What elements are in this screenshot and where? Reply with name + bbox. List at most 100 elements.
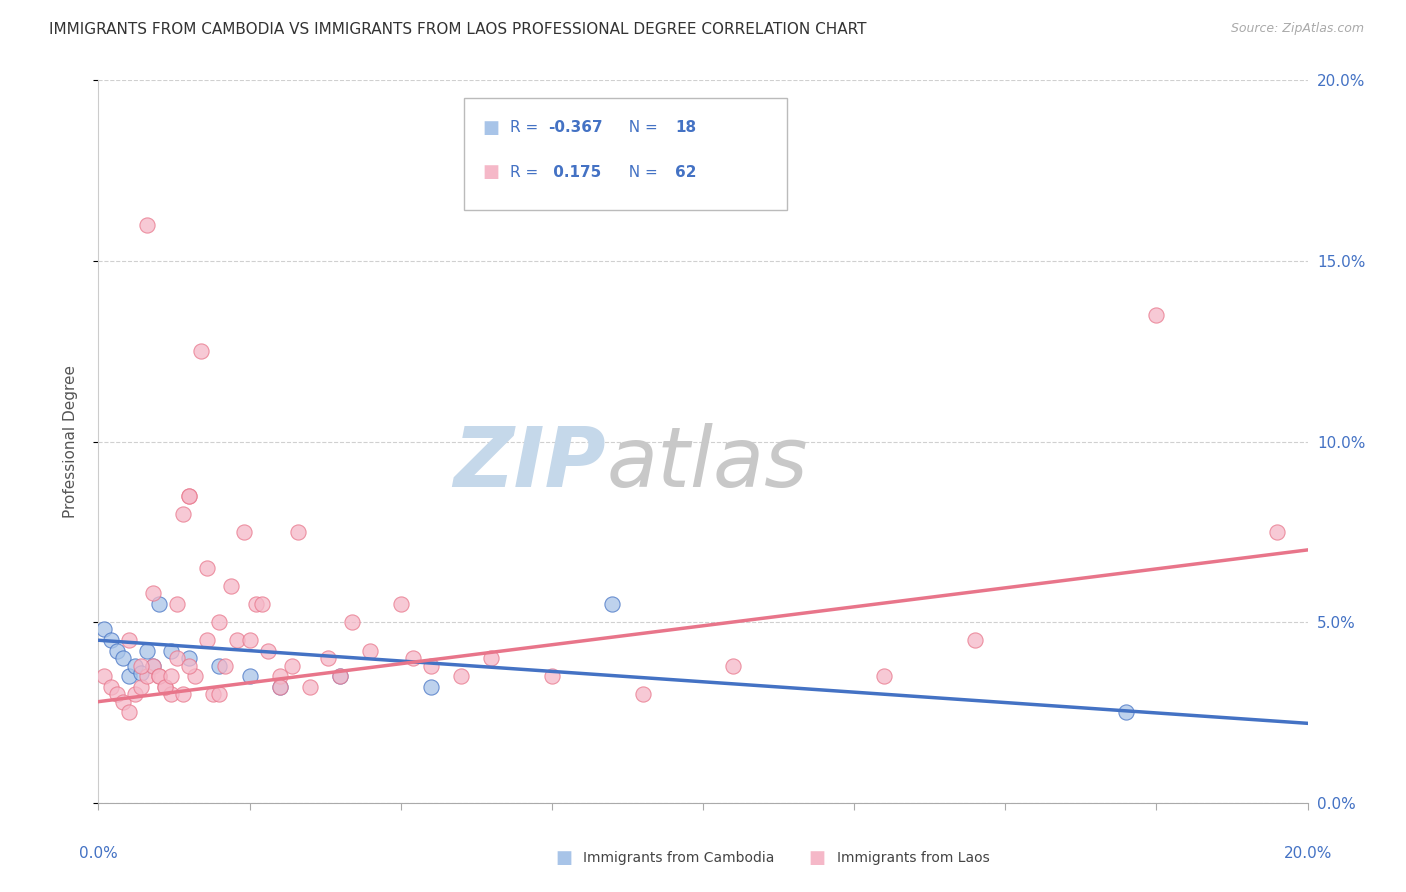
Point	[256, 644, 278, 658]
Text: ■: ■	[555, 849, 572, 867]
Point	[124, 658, 146, 673]
Point	[389, 597, 412, 611]
Point	[135, 218, 157, 232]
Point	[1267, 524, 1289, 539]
Text: N =: N =	[619, 120, 662, 135]
Text: ■: ■	[808, 849, 825, 867]
Point	[172, 687, 194, 701]
Text: 0.175: 0.175	[548, 165, 602, 179]
Point	[208, 687, 231, 701]
Point	[299, 680, 322, 694]
Point	[202, 687, 225, 701]
Text: 62: 62	[675, 165, 696, 179]
Point	[93, 623, 115, 637]
Point	[281, 658, 304, 673]
Point	[873, 669, 896, 683]
Point	[148, 669, 170, 683]
Point	[153, 680, 176, 694]
Point	[287, 524, 309, 539]
Y-axis label: Professional Degree: Professional Degree	[63, 365, 77, 518]
Point	[450, 669, 472, 683]
Text: Immigrants from Laos: Immigrants from Laos	[837, 851, 990, 865]
Point	[160, 669, 183, 683]
Point	[105, 687, 128, 701]
Point	[100, 633, 122, 648]
Point	[184, 669, 207, 683]
Point	[1115, 706, 1137, 720]
Point	[166, 651, 188, 665]
Point	[316, 651, 339, 665]
Point	[111, 651, 134, 665]
Point	[329, 669, 352, 683]
Text: R =: R =	[510, 120, 544, 135]
Point	[239, 669, 262, 683]
Point	[540, 669, 562, 683]
Point	[135, 644, 157, 658]
Text: N =: N =	[619, 165, 662, 179]
Point	[329, 669, 352, 683]
Point	[208, 615, 231, 630]
Point	[93, 669, 115, 683]
Point	[118, 706, 141, 720]
Text: ■: ■	[482, 163, 499, 181]
Point	[214, 658, 236, 673]
Point	[420, 680, 443, 694]
Point	[269, 680, 291, 694]
Point	[148, 597, 170, 611]
Point	[481, 651, 503, 665]
Point	[179, 489, 201, 503]
Point	[124, 687, 146, 701]
Text: -0.367: -0.367	[548, 120, 603, 135]
Point	[221, 579, 243, 593]
Text: Source: ZipAtlas.com: Source: ZipAtlas.com	[1230, 22, 1364, 36]
Text: R =: R =	[510, 165, 544, 179]
Point	[148, 669, 170, 683]
Point	[269, 669, 291, 683]
Point	[111, 695, 134, 709]
Point	[723, 658, 745, 673]
Point	[100, 680, 122, 694]
Point	[160, 644, 183, 658]
Point	[172, 507, 194, 521]
Point	[105, 644, 128, 658]
Point	[118, 669, 141, 683]
Text: ■: ■	[482, 119, 499, 136]
Point	[631, 687, 654, 701]
Point	[420, 658, 443, 673]
Point	[179, 489, 201, 503]
Text: 0.0%: 0.0%	[79, 847, 118, 861]
Point	[239, 633, 262, 648]
Point	[208, 658, 231, 673]
Text: 18: 18	[675, 120, 696, 135]
Point	[250, 597, 273, 611]
Point	[142, 658, 165, 673]
Text: IMMIGRANTS FROM CAMBODIA VS IMMIGRANTS FROM LAOS PROFESSIONAL DEGREE CORRELATION: IMMIGRANTS FROM CAMBODIA VS IMMIGRANTS F…	[49, 22, 866, 37]
Point	[142, 658, 165, 673]
Text: atlas: atlas	[606, 423, 808, 504]
Point	[342, 615, 364, 630]
Point	[245, 597, 267, 611]
Point	[190, 344, 212, 359]
Point	[129, 680, 152, 694]
Point	[135, 669, 157, 683]
Point	[269, 680, 291, 694]
Point	[129, 665, 152, 680]
Point	[965, 633, 987, 648]
Point	[360, 644, 382, 658]
Text: 20.0%: 20.0%	[1284, 847, 1331, 861]
Point	[195, 633, 218, 648]
Point	[153, 680, 176, 694]
Text: Immigrants from Cambodia: Immigrants from Cambodia	[583, 851, 775, 865]
Point	[195, 561, 218, 575]
Text: ZIP: ZIP	[454, 423, 606, 504]
Point	[602, 597, 624, 611]
Point	[118, 633, 141, 648]
Point	[232, 524, 254, 539]
Point	[402, 651, 425, 665]
Point	[142, 586, 165, 600]
Point	[179, 658, 201, 673]
Point	[226, 633, 249, 648]
Point	[1146, 308, 1168, 322]
Point	[179, 651, 201, 665]
Point	[129, 658, 152, 673]
